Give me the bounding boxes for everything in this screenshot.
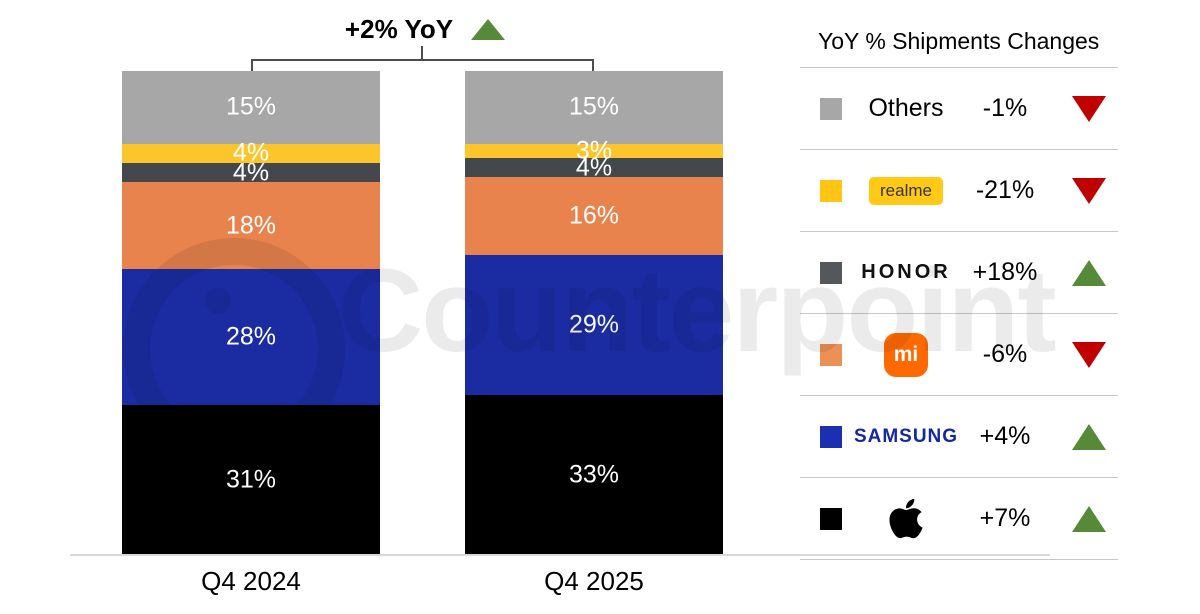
segment-value-label: 29%: [568, 310, 620, 339]
xiaomi-logo-icon: mi: [884, 332, 928, 377]
change-down-triangle-icon: [1072, 95, 1106, 122]
bracket-horizontal-line: [251, 59, 593, 61]
legend-rows: Others -1% realme -21% HONOR +18% mi -6% SAMSUNG…: [800, 67, 1118, 560]
brand-swatch: [820, 343, 842, 366]
segment-value-label: 15%: [225, 92, 277, 121]
brand-label: Others: [868, 94, 944, 122]
bar-segment-others: 15%: [122, 71, 380, 144]
legend-row-honor: HONOR +18%: [800, 231, 1118, 313]
axis-label-q4-2024: Q4 2024: [201, 566, 301, 596]
honor-wordmark: HONOR: [861, 261, 951, 283]
bar-segment-realme: 3%: [465, 138, 723, 163]
xiaomi-logo-text: mi: [893, 343, 919, 366]
brand-swatch: [820, 179, 842, 202]
samsung-wordmark: SAMSUNG: [853, 425, 959, 447]
legend-row-samsung: SAMSUNG +4%: [800, 395, 1118, 477]
apple-logo-icon: [889, 498, 923, 539]
legend-row-realme: realme -21%: [800, 149, 1118, 231]
bar-segment-honor: 4%: [465, 153, 723, 182]
bracket-center-stem: [421, 46, 423, 59]
bar-q4-2025: 15% 3% 4% 16% 29% 33%: [465, 71, 723, 555]
yoy-up-triangle-icon: [471, 19, 506, 40]
segment-value-label: 18%: [225, 211, 277, 240]
bracket-right-tick: [592, 59, 594, 71]
segment-value-label: 31%: [225, 465, 277, 494]
change-up-triangle-icon: [1072, 423, 1106, 450]
segment-value-label: 4%: [232, 138, 270, 167]
change-value: +7%: [979, 504, 1031, 532]
segment-value-label: 4%: [575, 153, 613, 182]
segment-value-label: 4%: [232, 158, 270, 187]
brand-swatch: [820, 425, 842, 448]
axis-label-q4-2025: Q4 2025: [544, 566, 644, 596]
brand-swatch: [820, 507, 842, 530]
legend-row-mi: mi -6%: [800, 313, 1118, 395]
legend-row-apple: +7%: [800, 477, 1118, 559]
realme-logo: realme: [869, 176, 943, 205]
bar-segment-samsung: 29%: [465, 254, 723, 396]
change-up-triangle-icon: [1072, 505, 1106, 532]
bar-segment-xiaomi: 16%: [465, 177, 723, 255]
bar-segment-samsung: 28%: [122, 269, 380, 405]
bar-segment-realme: 4%: [122, 138, 380, 167]
x-axis-line: [70, 554, 1050, 556]
change-value: +18%: [972, 258, 1038, 286]
change-value: -21%: [975, 176, 1035, 204]
segment-value-label: 3%: [575, 136, 613, 165]
segment-value-label: 28%: [225, 322, 277, 351]
change-value: -1%: [982, 94, 1028, 122]
bar-q4-2024: 15% 4% 4% 18% 28% 31%: [122, 71, 380, 555]
change-down-triangle-icon: [1072, 177, 1106, 204]
change-value: +4%: [979, 422, 1031, 450]
bar-segment-apple: 33%: [465, 395, 723, 555]
legend: YoY % Shipments Changes Others -1% realme -…: [800, 0, 1118, 560]
segment-value-label: 33%: [568, 460, 620, 489]
bar-segment-apple: 31%: [122, 404, 380, 555]
change-value: -6%: [982, 340, 1028, 368]
yoy-total-label: +2% YoY: [344, 14, 454, 44]
change-down-triangle-icon: [1072, 341, 1106, 368]
segment-value-label: 16%: [568, 201, 620, 230]
brand-swatch: [820, 261, 842, 284]
yoy-annotation: +2% YoY: [280, 14, 570, 45]
brand-swatch: [820, 97, 842, 120]
legend-row-others: Others -1%: [800, 67, 1118, 149]
legend-title: YoY % Shipments Changes: [818, 28, 1100, 54]
bracket-left-tick: [251, 59, 253, 71]
bar-segment-honor: 4%: [122, 158, 380, 187]
change-up-triangle-icon: [1072, 259, 1106, 286]
bar-segment-xiaomi: 18%: [122, 182, 380, 270]
bar-segment-others: 15%: [465, 71, 723, 144]
segment-value-label: 15%: [568, 92, 620, 121]
